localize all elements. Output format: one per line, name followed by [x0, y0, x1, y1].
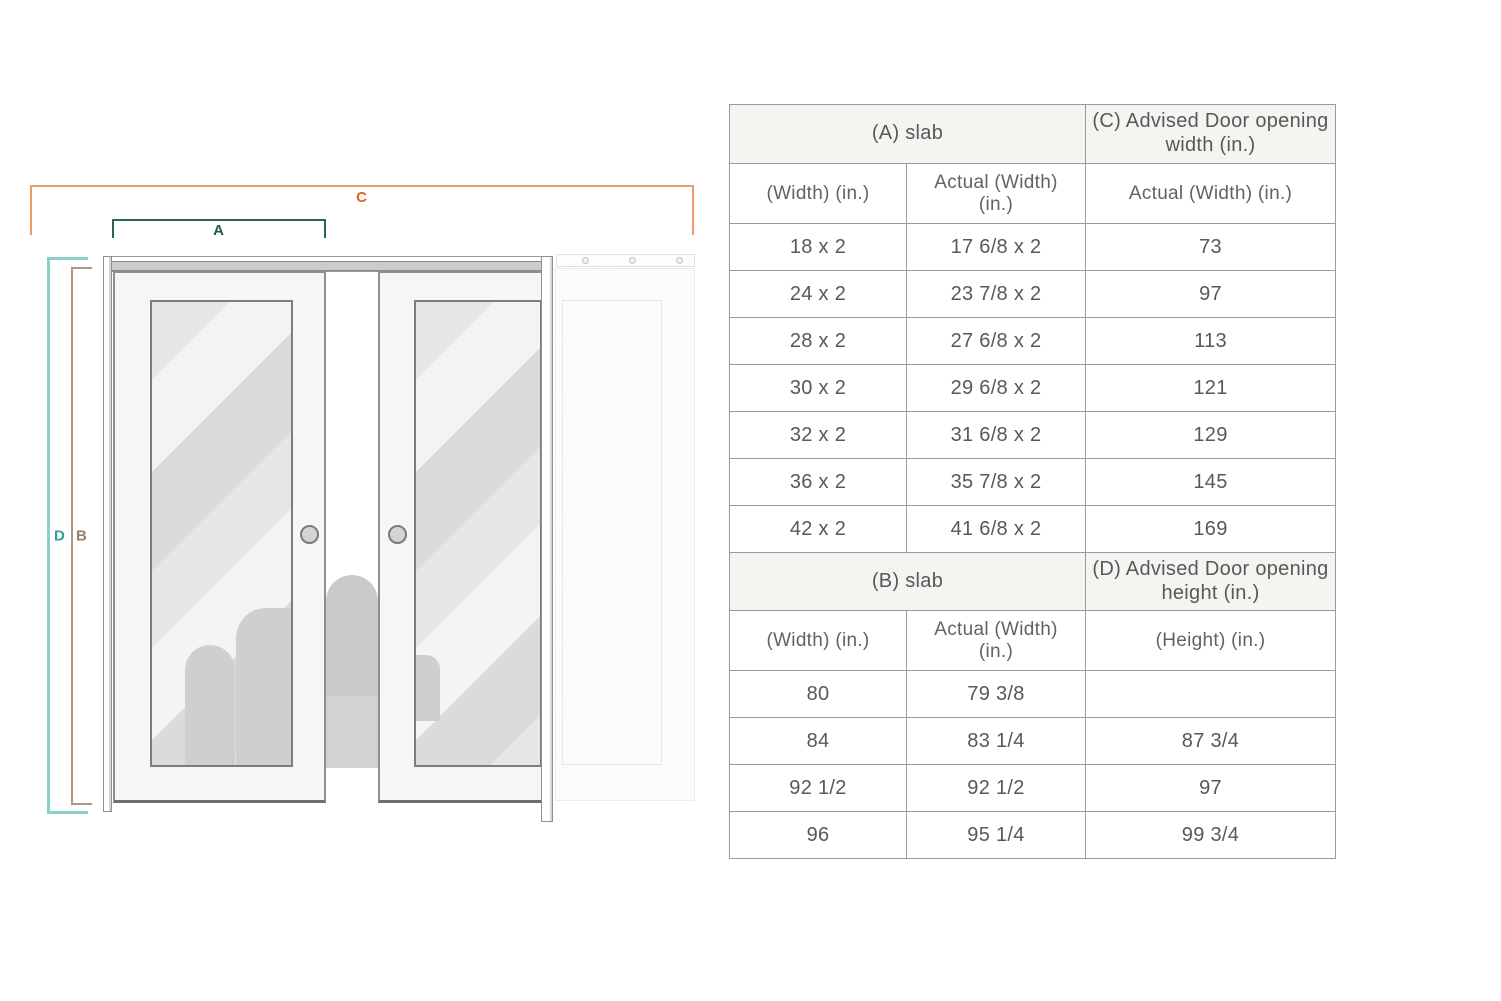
table-cell: 79 3/8 [906, 670, 1085, 717]
table-rows: 80 79 3/8 84 83 1/4 87 3/4 92 1/2 92 1/2 97 96 95… [730, 670, 1335, 858]
table-row: 18 x 2 17 6/8 x 2 73 [730, 223, 1335, 270]
door-jamb-right [541, 256, 553, 822]
table-cell: 113 [1085, 317, 1335, 364]
table-cell: 73 [1085, 223, 1335, 270]
table-cell: 28 x 2 [730, 317, 906, 364]
section-header-row: (A) slab (C) Advised Door opening width … [730, 105, 1335, 163]
table-row: 96 95 1/4 99 3/4 [730, 811, 1335, 858]
dimension-label-c: C [356, 189, 368, 206]
door-glass-left [150, 300, 293, 767]
table-cell: 80 [730, 670, 906, 717]
table-cell: 84 [730, 717, 906, 764]
column-header: Actual (Width) (in.) [1085, 163, 1335, 223]
table-row: 24 x 2 23 7/8 x 2 97 [730, 270, 1335, 317]
column-header-row: (Width) (in.) Actual (Width) (in.) Actual … [730, 163, 1335, 223]
section-title-c-advised-width: (C) Advised Door opening width (in.) [1085, 105, 1335, 163]
table-cell: 97 [1085, 270, 1335, 317]
table-cell: 31 6/8 x 2 [906, 411, 1085, 458]
table-cell: 83 1/4 [906, 717, 1085, 764]
table-row: 36 x 2 35 7/8 x 2 145 [730, 458, 1335, 505]
dimension-bracket-b: B [71, 267, 92, 805]
section-title-d-advised-height: (D) Advised Door opening height (in.) [1085, 552, 1335, 610]
table-cell: 92 1/2 [730, 764, 906, 811]
pocket-frame-ghost [555, 268, 695, 801]
column-header: Actual (Width) (in.) [906, 163, 1085, 223]
table-cell: 29 6/8 x 2 [906, 364, 1085, 411]
section-title-a-slab: (A) slab [730, 105, 1085, 163]
door-glass-right [414, 300, 542, 767]
background-silhouette [326, 575, 378, 768]
table-cell: 23 7/8 x 2 [906, 270, 1085, 317]
column-header: (Height) (in.) [1085, 610, 1335, 670]
table-cell: 18 x 2 [730, 223, 906, 270]
track-fastener-icon [582, 257, 589, 264]
table-cell: 96 [730, 811, 906, 858]
table-cell: 95 1/4 [906, 811, 1085, 858]
table-section-width: (A) slab (C) Advised Door opening width … [730, 105, 1335, 552]
door-jamb-left [103, 256, 112, 812]
door-frame-track [106, 261, 553, 271]
glass-silhouette [416, 655, 440, 721]
glass-silhouette [236, 608, 291, 765]
table-cell: 30 x 2 [730, 364, 906, 411]
pocket-inner-ghost [562, 300, 662, 765]
table-row: 92 1/2 92 1/2 97 [730, 764, 1335, 811]
dimension-label-d: D [52, 526, 68, 545]
table-row: 28 x 2 27 6/8 x 2 113 [730, 317, 1335, 364]
table-cell: 41 6/8 x 2 [906, 505, 1085, 552]
table-cell [1085, 670, 1335, 717]
dimension-label-a: A [213, 222, 225, 239]
table-cell: 92 1/2 [906, 764, 1085, 811]
table-cell: 87 3/4 [1085, 717, 1335, 764]
track-fastener-icon [629, 257, 636, 264]
table-cell: 36 x 2 [730, 458, 906, 505]
glass-silhouette [185, 645, 235, 765]
dimension-bracket-c: C [30, 185, 694, 235]
table-cell: 24 x 2 [730, 270, 906, 317]
column-header: (Width) (in.) [730, 610, 906, 670]
sizing-table: (A) slab (C) Advised Door opening width … [729, 104, 1336, 859]
table-cell: 35 7/8 x 2 [906, 458, 1085, 505]
column-header: (Width) (in.) [730, 163, 906, 223]
door-diagram: C A D B [0, 0, 720, 1001]
table-rows: 18 x 2 17 6/8 x 2 73 24 x 2 23 7/8 x 2 97 28 x… [730, 223, 1335, 552]
door-handle-icon [300, 525, 319, 544]
dimension-label-b: B [74, 526, 90, 546]
table-cell: 129 [1085, 411, 1335, 458]
track-fastener-icon [676, 257, 683, 264]
table-cell: 99 3/4 [1085, 811, 1335, 858]
column-header-row: (Width) (in.) Actual (Width) (in.) (Height… [730, 610, 1335, 670]
dimension-bracket-d: D [47, 257, 88, 814]
table-row: 80 79 3/8 [730, 670, 1335, 717]
table-cell: 97 [1085, 764, 1335, 811]
table-cell: 169 [1085, 505, 1335, 552]
pocket-track-ghost [556, 254, 695, 267]
table-cell: 145 [1085, 458, 1335, 505]
dimension-bracket-a: A [112, 219, 326, 239]
table-cell: 42 x 2 [730, 505, 906, 552]
table-cell: 32 x 2 [730, 411, 906, 458]
section-title-b-slab: (B) slab [730, 552, 1085, 610]
section-header-row: (B) slab (D) Advised Door opening height… [730, 552, 1335, 610]
table-row: 30 x 2 29 6/8 x 2 121 [730, 364, 1335, 411]
table-section-height: (B) slab (D) Advised Door opening height… [730, 552, 1335, 858]
door-handle-icon [388, 525, 407, 544]
table-row: 84 83 1/4 87 3/4 [730, 717, 1335, 764]
table-cell: 121 [1085, 364, 1335, 411]
column-header: Actual (Width) (in.) [906, 610, 1085, 670]
table-cell: 27 6/8 x 2 [906, 317, 1085, 364]
table-row: 42 x 2 41 6/8 x 2 169 [730, 505, 1335, 552]
table-row: 32 x 2 31 6/8 x 2 129 [730, 411, 1335, 458]
table-cell: 17 6/8 x 2 [906, 223, 1085, 270]
